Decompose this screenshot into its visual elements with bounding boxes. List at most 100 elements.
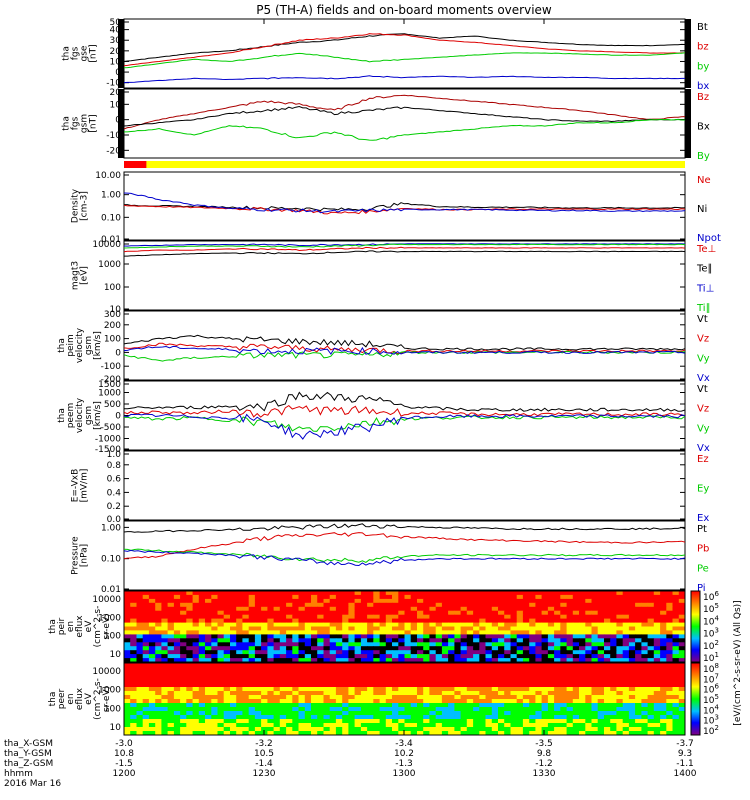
heatmap-cell [622,602,630,608]
heatmap-cell [348,658,356,663]
heatmap-cell [610,703,617,708]
heatmap-cell [516,719,524,724]
heatmap-cell [367,691,374,696]
heatmap-cell [342,650,349,655]
heatmap-cell [354,610,362,616]
heatmap-cell [435,598,443,604]
heatmap-cell [522,598,530,604]
heatmap-cell [510,699,518,704]
colorbar-tick-exponent: 7 [714,672,718,680]
heatmap-cell [653,630,661,635]
heatmap-cell [522,679,530,684]
heatmap-cell [286,679,293,684]
heatmap-cell [186,663,193,668]
heatmap-cell [491,727,499,732]
heatmap-cell [628,691,636,696]
heatmap-cell [130,634,137,639]
heatmap-cell [554,687,561,692]
heatmap-cell [529,667,536,672]
heatmap-cell [535,598,543,604]
heatmap-cell [180,667,187,672]
heatmap-cell [142,602,150,608]
heatmap-cell [304,727,312,732]
heatmap-cell [192,591,200,596]
heatmap-cell [441,630,449,635]
heatmap-cell [597,707,605,712]
heatmap-cell [329,675,337,680]
heatmap-cell [616,598,624,604]
heatmap-cell [180,638,187,643]
y-axis-label: [nT] [89,44,99,62]
heatmap-cell [155,626,162,631]
heatmap-cell [498,630,505,635]
heatmap-cell [373,610,380,616]
heatmap-cell [678,707,686,712]
heatmap-cell [535,691,543,696]
heatmap-cell [373,707,380,712]
heatmap-cell [535,594,543,600]
heatmap-cell [273,622,281,627]
heatmap-cell [236,646,243,651]
heatmap-cell [485,622,493,627]
heatmap-cell [423,699,430,704]
heatmap-cell [616,594,624,600]
heatmap-cell [466,658,474,663]
heatmap-cell [286,610,293,616]
heatmap-cell [672,602,680,608]
heatmap-cell [254,663,262,668]
heatmap-cell [460,663,468,668]
heatmap-cell [298,695,306,700]
heatmap-cell [647,671,655,676]
heatmap-cell [248,695,256,700]
heatmap-cell [498,727,505,732]
heatmap-cell [547,626,555,631]
heatmap-cell [591,638,599,643]
heatmap-cell [585,658,592,663]
heatmap-cell [535,630,543,635]
heatmap-cell [585,626,592,631]
heatmap-cell [473,626,480,631]
heatmap-cell [142,638,150,643]
heatmap-cell [367,687,374,692]
heatmap-cell [261,707,268,712]
heatmap-cell [279,715,287,720]
heatmap-cell [622,711,630,716]
heatmap-cell [460,679,468,684]
x-axis-row-value: -3.0 [115,739,133,749]
heatmap-cell [404,622,412,627]
heatmap-cell [610,683,617,688]
y-tick-label: 10 [110,100,122,110]
heatmap-cell [566,731,574,736]
heatmap-cell [485,675,493,680]
panel-frame [123,88,686,159]
y-tick-label: -500 [101,423,122,433]
heatmap-cell [392,695,399,700]
heatmap-cell [323,598,331,604]
heatmap-cell [348,727,356,732]
heatmap-cell [279,626,287,631]
heatmap-cell [248,667,256,672]
series-line-Bt [124,33,685,62]
heatmap-cell [672,675,680,680]
heatmap-cell [485,594,493,600]
heatmap-cell [311,618,318,623]
heatmap-cell [510,591,518,596]
heatmap-cell [342,691,349,696]
heatmap-cell [660,618,667,623]
heatmap-cell [628,679,636,684]
heatmap-cell [367,634,374,639]
heatmap-cell [622,699,630,704]
heatmap-cell [529,671,536,676]
heatmap-cell [323,695,331,700]
heatmap-cell [647,675,655,680]
heatmap-cell [124,699,131,704]
heatmap-cell [286,650,293,655]
heatmap-cell [248,691,256,696]
heatmap-cell [124,675,131,680]
heatmap-cell [167,650,175,655]
heatmap-cell [441,727,449,732]
heatmap-cell [342,671,349,676]
heatmap-cell [205,650,212,655]
heatmap-cell [417,667,424,672]
heatmap-cell [591,622,599,627]
